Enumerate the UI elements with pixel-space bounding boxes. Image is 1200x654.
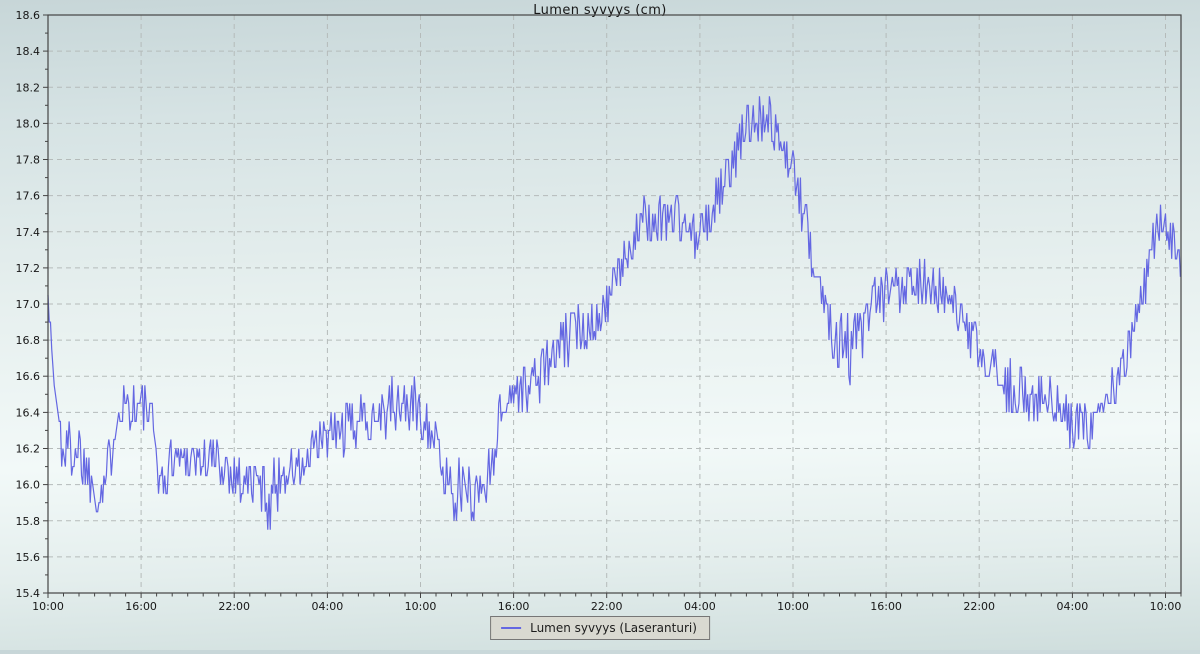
y-tick-label: 15.6 — [16, 551, 41, 564]
legend-label: Lumen syvyys (Laseranturi) — [530, 620, 697, 635]
legend-line-sample — [501, 626, 522, 629]
y-tick-label: 17.8 — [16, 154, 41, 167]
y-tick-label: 16.6 — [16, 370, 41, 383]
y-tick-label: 16.8 — [16, 334, 41, 347]
y-tick-label: 18.2 — [16, 81, 41, 94]
chart-title: Lumen syvyys (cm) — [533, 3, 667, 18]
axis-tick-labels: 15.4 15.6 15.8 16.0 16.2 16.4 16.6 16.8 17.0 17.2… — [16, 9, 1182, 613]
axis-tick-marks — [43, 14, 1182, 598]
y-tick-label: 17.4 — [16, 226, 41, 239]
y-tick-label: 15.4 — [16, 587, 41, 600]
x-tick-label: 04:00 — [312, 600, 344, 613]
y-tick-label: 15.8 — [16, 515, 41, 528]
y-tick-label: 16.0 — [16, 479, 41, 492]
plot-border — [47, 14, 1182, 594]
x-tick-label: 10:00 — [1150, 600, 1182, 613]
y-tick-label: 16.4 — [16, 406, 41, 419]
x-tick-label: 04:00 — [684, 600, 716, 613]
series-line-lumen-syvyys — [47, 96, 1181, 530]
y-tick-label: 16.2 — [16, 443, 41, 456]
y-tick-label: 17.6 — [16, 190, 41, 203]
y-tick-label: 18.6 — [16, 9, 41, 22]
x-tick-label: 16:00 — [498, 600, 530, 613]
x-tick-label: 22:00 — [218, 600, 250, 613]
y-tick-label: 17.2 — [16, 262, 41, 275]
x-tick-label: 04:00 — [1057, 600, 1089, 613]
x-tick-label: 10:00 — [405, 600, 437, 613]
x-tick-label: 22:00 — [963, 600, 995, 613]
y-tick-label: 18.0 — [16, 117, 41, 130]
x-tick-label: 16:00 — [870, 600, 902, 613]
grid-layer — [48, 15, 1181, 593]
x-tick-label: 10:00 — [32, 600, 64, 613]
y-tick-label: 18.4 — [16, 45, 41, 58]
y-tick-label: 17.0 — [16, 298, 41, 311]
legend: Lumen syvyys (Laseranturi) — [490, 616, 710, 640]
x-tick-label: 22:00 — [591, 600, 623, 613]
x-tick-label: 10:00 — [777, 600, 809, 613]
x-tick-label: 16:00 — [125, 600, 157, 613]
